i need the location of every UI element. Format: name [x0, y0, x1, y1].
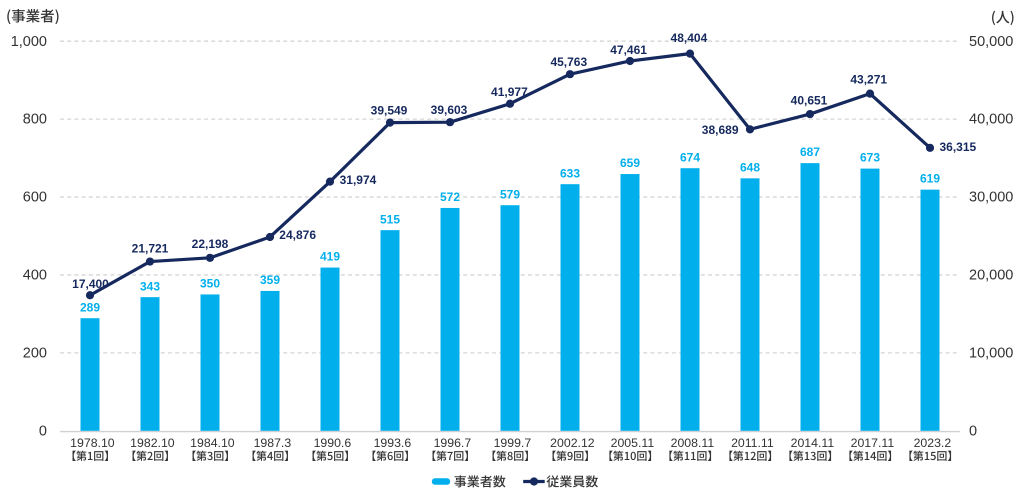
svg-text:10,000: 10,000 [969, 345, 1013, 361]
svg-text:687: 687 [800, 145, 820, 159]
svg-text:800: 800 [23, 112, 47, 128]
svg-text:2008.11: 2008.11 [671, 436, 715, 450]
svg-text:21,721: 21,721 [132, 242, 169, 256]
svg-text:22,198: 22,198 [192, 237, 229, 251]
svg-text:633: 633 [560, 166, 580, 180]
svg-text:400: 400 [23, 268, 47, 284]
svg-text:48,404: 48,404 [671, 31, 708, 45]
svg-text:36,315: 36,315 [940, 140, 977, 154]
svg-text:343: 343 [140, 279, 160, 293]
svg-text:43,271: 43,271 [850, 73, 887, 87]
svg-text:17,400: 17,400 [72, 277, 109, 291]
svg-text:673: 673 [860, 151, 880, 165]
svg-text:674: 674 [680, 150, 700, 164]
svg-text:1978.10: 1978.10 [70, 436, 115, 450]
svg-text:2014.11: 2014.11 [791, 436, 835, 450]
svg-text:47,461: 47,461 [610, 43, 647, 57]
svg-text:2005.11: 2005.11 [611, 436, 655, 450]
svg-text:359: 359 [260, 273, 280, 287]
svg-text:579: 579 [500, 187, 520, 201]
svg-text:1999.7: 1999.7 [494, 436, 532, 450]
svg-text:572: 572 [440, 190, 460, 204]
svg-text:2017.11: 2017.11 [851, 436, 895, 450]
svg-text:30,000: 30,000 [969, 190, 1013, 206]
svg-text:619: 619 [920, 172, 940, 186]
svg-text:31,974: 31,974 [340, 173, 377, 187]
svg-text:1996.7: 1996.7 [434, 436, 472, 450]
svg-text:50,000: 50,000 [969, 34, 1013, 50]
svg-text:2023.2: 2023.2 [914, 436, 952, 450]
svg-text:1993.6: 1993.6 [374, 436, 412, 450]
svg-text:2002.12: 2002.12 [550, 436, 595, 450]
svg-text:45,763: 45,763 [550, 55, 587, 69]
svg-text:38,689: 38,689 [702, 123, 739, 137]
svg-text:419: 419 [320, 250, 340, 264]
svg-text:200: 200 [23, 345, 47, 361]
svg-text:1984.10: 1984.10 [190, 436, 235, 450]
svg-text:40,651: 40,651 [791, 93, 828, 107]
svg-text:40,000: 40,000 [969, 112, 1013, 128]
svg-text:648: 648 [740, 160, 760, 174]
svg-text:0: 0 [39, 423, 47, 439]
svg-text:41,977: 41,977 [491, 85, 528, 99]
svg-text:2011.11: 2011.11 [731, 436, 774, 450]
svg-text:659: 659 [620, 156, 640, 170]
svg-text:24,876: 24,876 [279, 228, 316, 242]
svg-text:1,000: 1,000 [11, 34, 47, 50]
svg-text:1982.10: 1982.10 [130, 436, 175, 450]
svg-text:289: 289 [80, 300, 100, 314]
svg-text:39,549: 39,549 [371, 103, 408, 117]
svg-text:39,603: 39,603 [431, 103, 468, 117]
svg-text:515: 515 [380, 212, 400, 226]
svg-text:600: 600 [23, 190, 47, 206]
svg-text:350: 350 [200, 277, 220, 291]
svg-text:0: 0 [969, 423, 977, 439]
svg-text:1987.3: 1987.3 [254, 436, 292, 450]
svg-text:20,000: 20,000 [969, 268, 1013, 284]
svg-text:1990.6: 1990.6 [314, 436, 352, 450]
